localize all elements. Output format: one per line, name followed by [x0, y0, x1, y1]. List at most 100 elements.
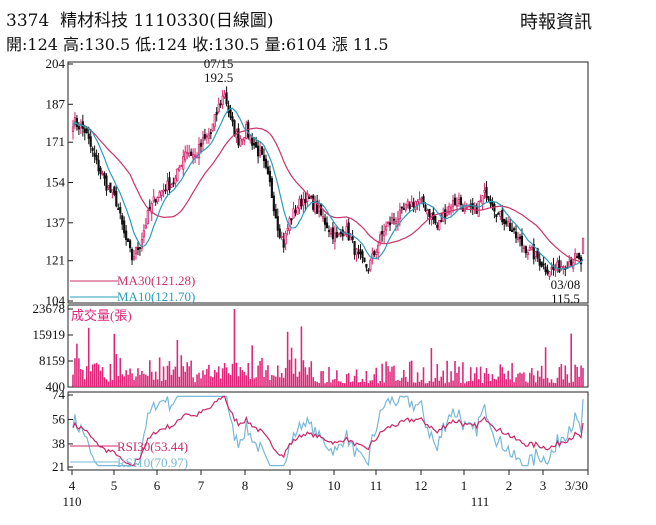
volume-bar [363, 381, 366, 387]
volume-bar [338, 381, 340, 387]
candle [516, 236, 520, 241]
volume-bar [241, 370, 244, 387]
candle [262, 155, 266, 162]
candle [201, 137, 205, 145]
volume-bar [499, 364, 502, 387]
candle [333, 232, 336, 242]
volume-bar [154, 371, 157, 387]
volume-bar [404, 377, 407, 387]
candle [205, 135, 208, 138]
volume-bar [125, 370, 127, 387]
candle [507, 221, 510, 227]
candle [465, 206, 468, 209]
volume-bar [282, 377, 285, 387]
volume-bar [556, 377, 559, 387]
candle [373, 250, 376, 256]
candle [355, 248, 358, 256]
volume-bar [180, 355, 183, 387]
candle [497, 212, 500, 215]
volume-bar [570, 333, 572, 387]
candle [377, 244, 380, 254]
price-tick-label: 204 [46, 56, 66, 71]
candle [286, 228, 289, 231]
candle [209, 132, 212, 135]
candle [404, 203, 407, 211]
candle [83, 128, 86, 133]
candle [455, 204, 459, 207]
volume-bar [269, 379, 271, 387]
volume-title: 成交量(張) [71, 308, 132, 323]
candle [237, 128, 240, 146]
volume-bar [164, 379, 167, 387]
candle [93, 152, 96, 157]
volume-bar [361, 378, 364, 387]
volume-tick-label: 400 [46, 379, 66, 394]
volume-bar [105, 379, 108, 387]
candle [255, 142, 258, 148]
volume-bar [78, 358, 80, 387]
ma10-line [72, 107, 584, 270]
candle [505, 220, 508, 225]
candle [280, 236, 283, 238]
candle [115, 190, 118, 207]
volume-bar [479, 366, 482, 387]
volume-bar [223, 362, 226, 387]
candle [367, 269, 370, 272]
volume-bar [336, 370, 338, 387]
volume-bar [513, 382, 515, 387]
candle [363, 257, 366, 262]
volume-bar [213, 369, 216, 387]
rsi30-legend: RSI30(53.44) [117, 439, 188, 454]
volume-bar [304, 367, 307, 387]
candle [180, 165, 183, 168]
candle [528, 247, 531, 251]
candle [323, 217, 327, 225]
volume-bar [493, 378, 496, 387]
volume-bar [306, 374, 309, 387]
candle [457, 199, 461, 204]
volume-bar [529, 372, 531, 387]
candle [408, 204, 411, 209]
volume-bar [290, 347, 293, 387]
volume-bar [74, 358, 76, 387]
volume-bar [580, 365, 582, 387]
volume-tick-label: 15919 [33, 327, 66, 342]
volume-bar [84, 379, 86, 387]
volume-bar [247, 362, 250, 387]
candle [383, 231, 386, 237]
candle [225, 92, 228, 105]
candle [107, 185, 110, 188]
candle [316, 200, 319, 214]
volume-bar [76, 343, 78, 387]
candle [249, 135, 252, 141]
candle [77, 126, 80, 130]
volume-bar [322, 370, 324, 387]
volume-bar [186, 362, 188, 387]
volume-bar [225, 367, 228, 387]
candle [264, 158, 268, 168]
candle [168, 177, 171, 191]
volume-bar [235, 362, 238, 387]
candle [379, 234, 382, 244]
volume-bar [359, 381, 362, 387]
candle [103, 172, 106, 179]
price-tick-label: 104 [46, 293, 66, 308]
candle [414, 201, 417, 210]
rsi-panel [67, 391, 589, 471]
candle [544, 266, 547, 273]
volume-bar [576, 366, 578, 387]
volume-bar [93, 363, 96, 387]
volume-bar [438, 380, 441, 387]
volume-bar [210, 376, 212, 387]
candle [190, 151, 193, 156]
volume-bar [251, 345, 253, 387]
candle [160, 190, 163, 196]
candle [365, 264, 368, 268]
volume-bar [523, 372, 525, 387]
volume-bar [188, 366, 190, 387]
x-month-label: 7 [198, 478, 205, 493]
x-year-label: 110 [62, 494, 81, 509]
volume-bar [229, 375, 232, 387]
volume-bar [208, 364, 210, 387]
candle [550, 267, 553, 270]
